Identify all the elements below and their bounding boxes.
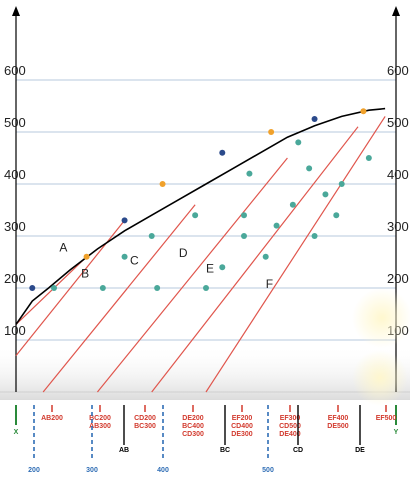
grid-point — [246, 170, 253, 177]
grid-point — [219, 264, 226, 271]
bottom-blue-label: 200 — [28, 467, 40, 474]
y-tick-right: 600 — [387, 63, 409, 78]
envelope-point — [83, 253, 90, 260]
grid-point — [311, 233, 318, 239]
bottom-red-label: CD400 — [231, 423, 253, 430]
bottom-black-label: CD — [293, 447, 303, 454]
envelope-point — [219, 149, 226, 156]
bottom-red-label: CD200 — [134, 415, 156, 422]
bottom-red-label: BC400 — [182, 423, 204, 430]
grid-point — [295, 139, 302, 146]
envelope-point — [268, 129, 275, 135]
grid-point — [333, 212, 340, 219]
bottom-red-label: AB300 — [89, 423, 111, 430]
lower-shading — [0, 345, 410, 400]
bottom-red-label: DE300 — [231, 431, 253, 438]
y-tick-right: 200 — [387, 271, 409, 286]
data-points — [29, 108, 372, 291]
lower-shade — [0, 345, 410, 400]
glare-overlay — [352, 288, 410, 406]
grid-point — [289, 201, 296, 208]
bottom-red-label: CD300 — [182, 431, 204, 438]
bottom-red-label: DE400 — [279, 431, 301, 438]
curve-label-a: A — [59, 241, 67, 255]
bottom-red-label: EF300 — [280, 415, 301, 422]
curve-label-c: C — [130, 254, 139, 268]
bottom-black-label: X — [14, 429, 19, 436]
bottom-red-label: CD500 — [279, 423, 301, 430]
grid-point — [51, 285, 57, 291]
grid-point — [306, 165, 313, 172]
envelope-point — [360, 108, 367, 115]
envelope-point — [311, 116, 318, 122]
grid-point — [203, 285, 209, 291]
bottom-blue-label: 400 — [157, 467, 169, 474]
axes — [12, 6, 400, 392]
grid-point — [273, 222, 280, 229]
bottom-red-label: EF500 — [376, 415, 397, 422]
series-line-c — [42, 204, 196, 393]
glare-upper — [352, 288, 410, 348]
series-line-d — [96, 157, 288, 393]
bottom-blue-label: 500 — [262, 467, 274, 474]
right-axis-arrow — [392, 6, 400, 16]
y-tick-left: 500 — [4, 115, 26, 130]
grid-point — [121, 253, 128, 260]
bottom-black-label: BC — [220, 447, 230, 454]
tick-labels: 100100200200300300400400500500600600 — [4, 63, 409, 338]
grid-point — [241, 212, 247, 219]
glare-lower — [352, 350, 408, 406]
bottom-black-label: DE — [355, 447, 365, 454]
bottom-black-label: Y — [394, 429, 399, 436]
envelope-point — [159, 181, 166, 187]
curve-label-e: E — [206, 261, 214, 275]
series-line-a — [15, 256, 87, 325]
y-tick-right: 300 — [387, 219, 409, 234]
y-tick-right: 500 — [387, 115, 409, 130]
curve-label-f: F — [266, 277, 273, 291]
bottom-red-label: BC300 — [134, 423, 156, 430]
series-line-e — [151, 126, 359, 393]
bottom-red-label: AB200 — [41, 415, 63, 422]
y-tick-right: 400 — [387, 167, 409, 182]
grid-point — [338, 181, 345, 187]
envelope-point — [29, 285, 36, 291]
grid-point — [365, 155, 372, 161]
envelope-point — [121, 217, 128, 224]
curve-labels: AB C D E F — [59, 241, 273, 291]
grid-point — [322, 191, 329, 198]
bottom-red-label: BC200 — [89, 415, 111, 422]
grid-point — [148, 233, 155, 239]
bottom-red-label: EF200 — [232, 415, 253, 422]
grid-point — [154, 285, 161, 291]
envelope-line — [15, 107, 386, 325]
envelope-curve — [15, 107, 386, 325]
bottom-red-label: EF400 — [328, 415, 349, 422]
curve-label-b: B — [81, 267, 89, 281]
grid-point — [241, 233, 247, 239]
bottom-blue-label: 300 — [86, 467, 98, 474]
y-tick-left: 100 — [4, 323, 26, 338]
grid-point — [262, 253, 269, 260]
grid-point — [99, 285, 106, 291]
y-tick-left: 200 — [4, 271, 26, 286]
curve-label-d: D — [179, 246, 188, 260]
grid-point — [192, 212, 199, 219]
series-lines — [15, 116, 386, 393]
bottom-scale: AB200 BC200AB300CD200BC300DE200BC400CD300… — [14, 405, 399, 474]
bottom-red-label: DE200 — [182, 415, 204, 422]
bottom-black-label: AB — [119, 447, 129, 454]
left-axis-arrow — [12, 6, 20, 16]
y-tick-left: 600 — [4, 63, 26, 78]
y-tick-left: 400 — [4, 167, 26, 182]
series-line-f — [205, 116, 386, 393]
bottom-red-label: DE500 — [327, 423, 349, 430]
y-tick-left: 300 — [4, 219, 26, 234]
